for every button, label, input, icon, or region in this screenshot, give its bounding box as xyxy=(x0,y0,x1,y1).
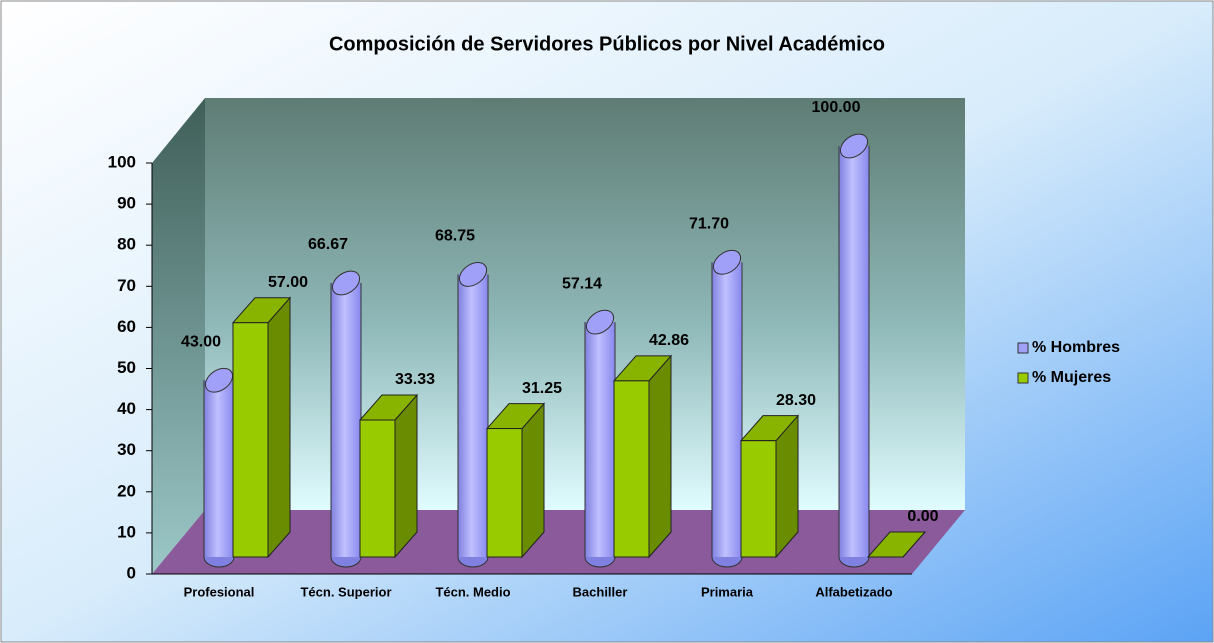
cylinder-top xyxy=(839,133,869,159)
side-wall xyxy=(152,98,205,574)
bar-side xyxy=(521,402,545,559)
y-tick-label: 10 xyxy=(117,522,136,541)
data-label: 0.00 xyxy=(907,508,938,525)
data-label: 28.30 xyxy=(776,392,816,409)
bar xyxy=(486,428,523,558)
legend-label: % Hombres xyxy=(1032,339,1120,356)
data-label: 57.14 xyxy=(562,275,602,292)
x-tick-label: Primaria xyxy=(701,584,754,599)
bar xyxy=(458,274,488,557)
data-label: 31.25 xyxy=(522,380,562,397)
data-label: 33.33 xyxy=(395,371,435,388)
data-label: 43.00 xyxy=(181,333,221,350)
bar xyxy=(585,322,615,557)
cylinder-top xyxy=(331,270,361,296)
bar-top xyxy=(866,531,927,558)
bar xyxy=(740,440,777,558)
x-tick-label: Alfabetizado xyxy=(815,584,892,599)
y-tick-label: 40 xyxy=(117,399,136,418)
y-tick-label: 60 xyxy=(117,317,136,336)
bar xyxy=(359,419,396,558)
x-tick-label: Técn. Medio xyxy=(435,584,510,599)
legend-swatch xyxy=(1017,342,1029,354)
bar xyxy=(712,262,742,557)
y-tick-label: 90 xyxy=(117,194,136,213)
cylinder-top xyxy=(204,367,234,393)
y-tick-label: 50 xyxy=(117,358,136,377)
y-tick-label: 30 xyxy=(117,440,136,459)
cylinder-top xyxy=(712,249,742,275)
bar xyxy=(204,380,234,557)
legend-label: % Mujeres xyxy=(1032,369,1111,386)
data-label: 100.00 xyxy=(812,99,861,116)
data-label: 42.86 xyxy=(649,332,689,349)
bar-side xyxy=(394,393,418,559)
x-tick-label: Bachiller xyxy=(573,584,628,599)
data-label: 57.00 xyxy=(268,274,308,291)
bar xyxy=(331,282,361,557)
x-tick-label: Profesional xyxy=(184,584,255,599)
bar-side xyxy=(648,354,672,559)
legend-swatch xyxy=(1017,372,1029,384)
y-tick-label: 20 xyxy=(117,481,136,500)
data-label: 68.75 xyxy=(435,228,475,245)
data-label: 66.67 xyxy=(308,236,348,253)
bar xyxy=(232,322,269,558)
y-tick-label: 70 xyxy=(117,276,136,295)
y-tick-label: 100 xyxy=(108,152,136,171)
x-tick-label: Técn. Superior xyxy=(300,584,391,599)
cylinder-top xyxy=(458,262,488,287)
y-tick-label: 80 xyxy=(117,235,136,254)
bar xyxy=(839,146,869,557)
y-tick-label: 0 xyxy=(127,563,136,582)
bar xyxy=(613,380,650,558)
chart-title: Composición de Servidores Públicos por N… xyxy=(329,33,885,55)
bar-side xyxy=(267,296,291,559)
cylinder-top xyxy=(585,309,615,335)
data-label: 71.70 xyxy=(689,216,729,233)
